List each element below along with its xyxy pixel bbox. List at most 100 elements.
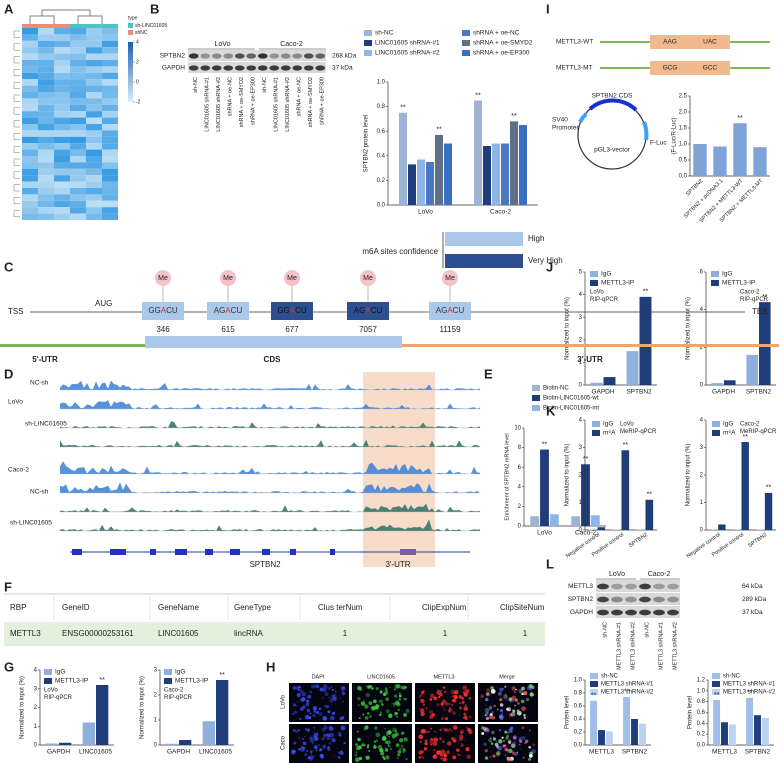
heatmap-cell: [70, 188, 86, 195]
heatmap-cell: [38, 72, 54, 80]
cell-signal: [485, 712, 489, 716]
cell-signal: [357, 738, 361, 742]
motif-base: A: [447, 306, 453, 315]
y-tick-label: 0.4: [574, 717, 583, 723]
cell-signal: [338, 734, 342, 737]
cell-signal: [497, 691, 502, 696]
cell-signal: [441, 717, 444, 720]
heatmap-cell: [102, 85, 118, 92]
y-tick-label: 0: [154, 743, 158, 749]
cell-signal: [484, 707, 490, 713]
heatmap-cell: [38, 40, 54, 48]
bar: [733, 123, 747, 176]
colorbar-label: 0: [136, 79, 139, 85]
motif-base: G: [359, 306, 365, 315]
cell-signal: [319, 748, 323, 752]
cell-signal: [318, 744, 321, 747]
blot-band: [200, 65, 211, 71]
cell-signal: [504, 747, 509, 752]
blot-band: [234, 65, 245, 71]
dendrogram: [13, 30, 20, 38]
cell-signal: [458, 702, 461, 705]
cell-signal: [498, 728, 502, 732]
blot-band: [269, 53, 280, 59]
cell-signal: [507, 740, 510, 743]
motif-base: A: [354, 306, 360, 315]
cell-signal: [424, 739, 428, 743]
cell-signal: [504, 685, 507, 688]
cell-signal: [452, 693, 454, 695]
cell-signal: [499, 687, 504, 692]
bar: [718, 524, 726, 530]
motif-base: A: [214, 306, 220, 315]
heatmap-cell: [70, 60, 86, 67]
heatmap-cell: [70, 34, 86, 41]
cell-signal: [466, 754, 472, 760]
type-bar: [70, 24, 86, 28]
cell-signal: [342, 692, 346, 696]
cell-signal: [438, 695, 441, 699]
cell-signal: [304, 728, 307, 730]
y-tick-label: 0: [34, 743, 38, 749]
cell-signal: [467, 728, 471, 732]
cell-signal: [504, 754, 507, 756]
cell-signal: [468, 715, 472, 719]
cell-signal: [360, 701, 366, 706]
cell-signal: [315, 710, 320, 715]
cell-signal: [326, 733, 331, 737]
cell-signal: [392, 702, 397, 706]
bar: [444, 143, 452, 205]
heatmap-cell: [102, 213, 118, 220]
heatmap-cell: [70, 156, 86, 163]
cell-signal: [330, 686, 333, 688]
cell-signal: [463, 706, 468, 712]
bar: [417, 159, 425, 205]
cell-signal: [495, 740, 498, 743]
cell-signal: [299, 707, 304, 711]
blot-band: [639, 596, 651, 603]
cell-signal: [507, 731, 510, 734]
legend-label: IgG: [722, 271, 732, 278]
blot-band: [611, 596, 623, 603]
bar: [645, 499, 654, 530]
x-tick-label: SPTBN2: [685, 178, 704, 197]
y-tick-label: 1: [154, 718, 158, 724]
significance: **: [624, 689, 630, 696]
me-circle: [442, 270, 458, 286]
legend-label: sh-NC: [601, 674, 619, 680]
legend-title: type: [128, 15, 138, 21]
cell-signal: [328, 741, 332, 745]
y-tick-label: 0.0: [574, 743, 583, 749]
insert-label: SPTBN2 CDS: [592, 93, 633, 100]
cell-signal: [371, 687, 374, 690]
heatmap-cell: [38, 143, 54, 150]
cell-signal: [327, 686, 331, 691]
heatmap-cell: [70, 98, 86, 105]
heatmap-cell: [54, 104, 70, 112]
cell-signal: [376, 707, 379, 710]
legend-label: Biotin-LINC01605-wt: [543, 396, 599, 402]
legend-swatch: [532, 405, 540, 411]
lane-label: sh-NC: [644, 622, 650, 638]
cell-signal: [312, 714, 316, 718]
heatmap-cell: [86, 40, 102, 48]
cell-signal: [373, 699, 377, 704]
bar: [45, 743, 58, 745]
significance: **: [99, 677, 105, 684]
cell-signal: [379, 748, 384, 753]
panel-label: G: [4, 659, 14, 674]
heatmap-cell: [54, 111, 70, 118]
bar: [746, 697, 754, 745]
cell-signal: [439, 728, 442, 732]
cell-signal: [317, 685, 320, 689]
bar: [764, 492, 773, 530]
y-axis-label: Protein level: [688, 696, 694, 729]
heatmap-cell: [102, 181, 118, 188]
bar: [713, 700, 721, 745]
heatmap-cell: [70, 53, 86, 60]
motif-base: U: [236, 306, 242, 315]
heatmap-cell: [102, 40, 118, 48]
cell-signal: [506, 707, 509, 711]
dendrogram: [13, 56, 20, 64]
heatmap-cell: [54, 124, 70, 131]
